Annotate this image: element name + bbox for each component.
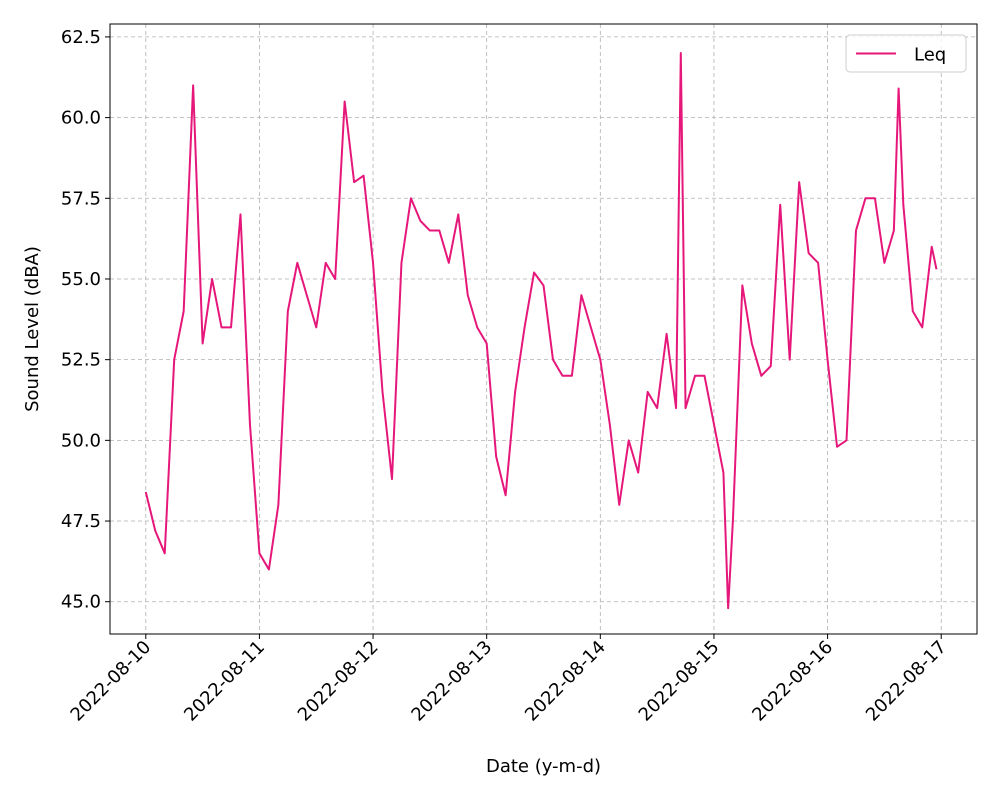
- x-tick-label: 2022-08-15: [635, 637, 724, 726]
- y-tick-label: 45.0: [61, 592, 101, 613]
- x-tick-label: 2022-08-16: [748, 637, 837, 726]
- legend-label: Leq: [914, 45, 946, 66]
- y-tick-label: 57.5: [61, 188, 101, 209]
- data-line: [144, 52, 938, 610]
- x-tick-label: 2022-08-10: [67, 637, 156, 726]
- plot-frame: [109, 23, 978, 635]
- x-tick-label: 2022-08-12: [294, 637, 383, 726]
- y-tick-label: 62.5: [61, 27, 101, 48]
- legend-box: [845, 34, 967, 73]
- y-tick-label: 50.0: [61, 430, 101, 451]
- y-tick-label: 55.0: [61, 269, 101, 290]
- legend: Leq: [845, 34, 967, 73]
- y-tick-label: 47.5: [61, 511, 101, 532]
- y-tick-label: 52.5: [61, 350, 101, 371]
- x-tick-label: 2022-08-11: [180, 637, 269, 726]
- x-tick-label: 2022-08-14: [521, 637, 610, 726]
- x-tick-label: 2022-08-13: [407, 637, 496, 726]
- x-axis-label: Date (y-m-d): [486, 756, 601, 777]
- y-axis-label: Sound Level (dBA): [22, 246, 43, 412]
- y-tick-label: 60.0: [61, 108, 101, 129]
- x-tick-label: 2022-08-17: [862, 637, 951, 726]
